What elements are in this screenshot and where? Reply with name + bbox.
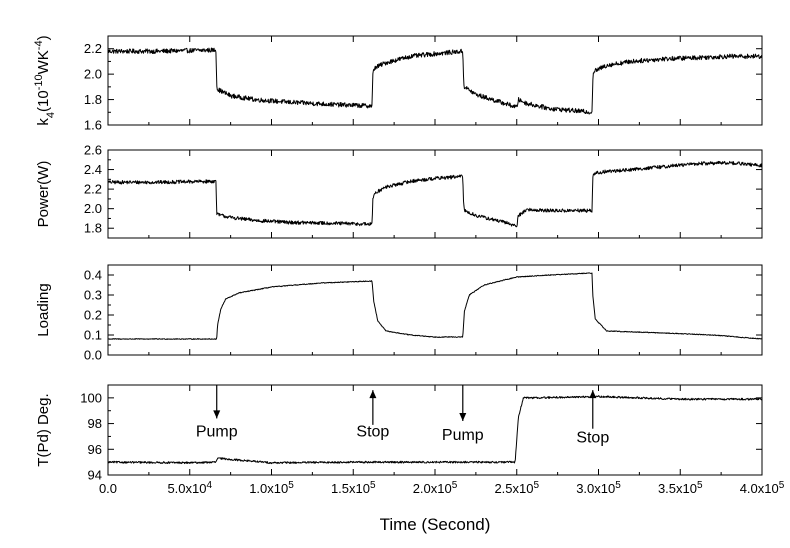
y-tick-label: 0.3: [84, 288, 102, 303]
panel-power-frame: [107, 149, 763, 239]
x-tick-label: 5.0x104: [167, 480, 212, 497]
annotation-arrow-head: [369, 390, 377, 399]
annotation-label: Pump: [442, 427, 484, 444]
x-tick-label: 4.0x105: [740, 480, 785, 497]
annotation-arrow-head: [459, 413, 467, 421]
x-tick-label: 3.5x105: [658, 480, 703, 497]
x-tick-label: 0.0: [99, 481, 117, 496]
y-axis-label-power: Power(W): [35, 161, 52, 228]
y-axis-label-temp: T(Pd) Deg.: [35, 393, 52, 466]
y-tick-label: 1.8: [84, 221, 102, 236]
panel-loading: 0.0 0.1 0.2 0.3 0.4 Loading: [35, 264, 763, 363]
x-tick-label: 1.5x105: [331, 480, 376, 497]
series-line-power: [107, 160, 763, 228]
y-tick-label: 0.4: [84, 268, 102, 283]
y-tick-label: 0.0: [84, 348, 102, 363]
annotation-label: Pump: [196, 423, 238, 440]
panel-loading-frame: [107, 264, 763, 356]
y-tick-label: 96: [88, 442, 102, 457]
y-tick-label: 98: [88, 416, 102, 431]
x-axis-label: Time (Second): [380, 515, 491, 534]
annotation-label: Stop: [356, 423, 389, 440]
y-tick-label: 94: [88, 468, 102, 483]
y-tick-label: 1.8: [84, 92, 102, 107]
y-tick-label: 2.0: [84, 201, 102, 216]
panel-k4: 1.6 1.8 2.0 2.2 k4(10-10WK-4): [33, 35, 763, 133]
x-tick-label: 3.0x105: [576, 480, 621, 497]
y-tick-label: 0.2: [84, 308, 102, 323]
annotation-arrow-head: [589, 390, 597, 399]
x-tick-label: 2.0x105: [413, 480, 458, 497]
y-tick-label: 100: [80, 390, 102, 405]
annotation-arrow-head: [213, 410, 221, 419]
x-tick-label: 1.0x105: [249, 480, 294, 497]
series-line-temp: [107, 395, 763, 465]
y-axis-label-loading: Loading: [35, 283, 52, 336]
y-tick-label: 2.4: [84, 162, 102, 177]
x-tick-label: 2.5x105: [494, 480, 539, 497]
series-line-loading: [107, 272, 763, 340]
annotation-label: Stop: [576, 430, 609, 447]
series-line-k4: [107, 47, 763, 115]
y-tick-label: 2.2: [84, 41, 102, 56]
y-axis-label-k4: k4(10-10WK-4): [33, 35, 57, 125]
y-tick-label: 2.6: [84, 143, 102, 158]
y-tick-label: 1.6: [84, 118, 102, 133]
panel-temp: 94 96 98 100 T(Pd) Deg. Pump Stop Pump Stop: [35, 384, 763, 483]
y-tick-label: 2.0: [84, 67, 102, 82]
y-tick-label: 2.2: [84, 182, 102, 197]
panel-power: 1.8 2.0 2.2 2.4 2.6 Power(W): [35, 143, 763, 239]
y-tick-label: 0.1: [84, 328, 102, 343]
